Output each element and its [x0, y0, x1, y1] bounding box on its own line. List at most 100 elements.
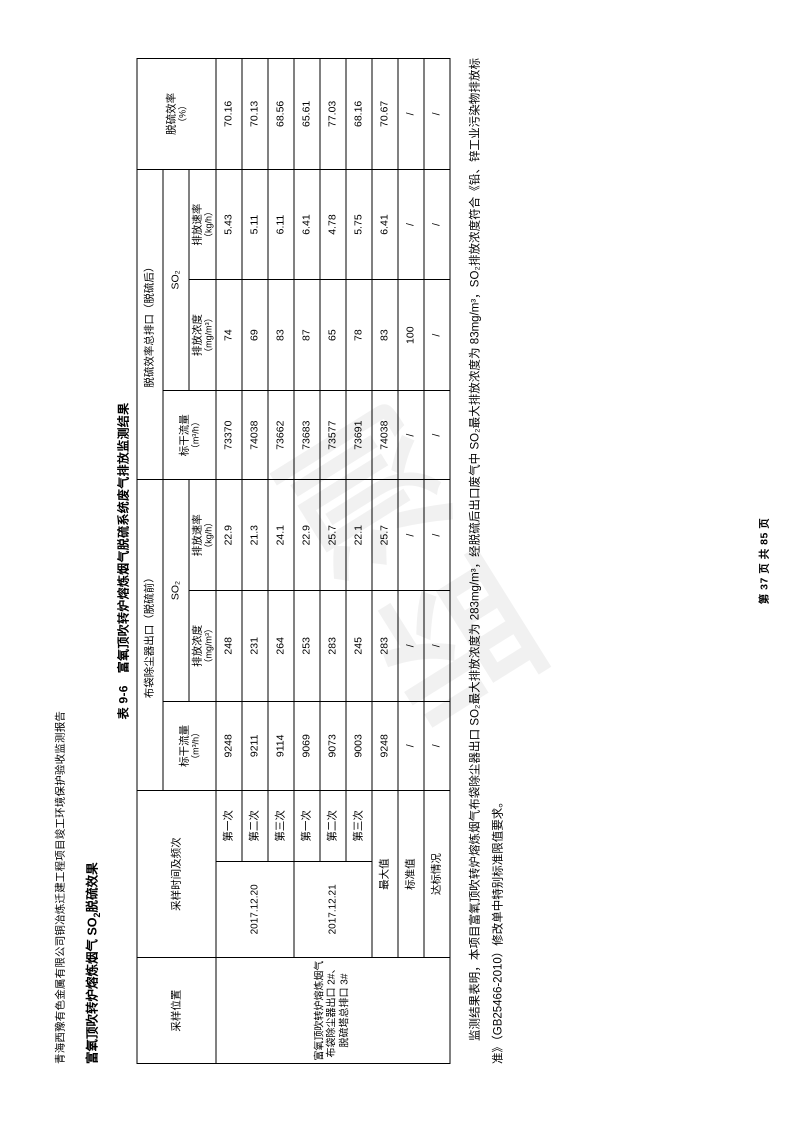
cell-flow-after: 73662 — [267, 390, 294, 480]
cell-rate-before: 21.3 — [241, 479, 268, 591]
th-efficiency-label: 脱硫效率 — [164, 92, 177, 135]
cell-conc-after: / — [423, 279, 450, 391]
cell-efficiency: 77.03 — [319, 58, 346, 170]
cell-flow-before: 9069 — [293, 701, 320, 791]
cell-flow-after: 74038 — [371, 390, 398, 480]
cell-flow-before: / — [423, 701, 450, 791]
cell-flow-after: 73370 — [215, 390, 242, 480]
th-conc-before: 排放浓度 （mg/m³） — [188, 590, 216, 702]
th-flow-before-label: 标干流量 — [177, 724, 190, 767]
th-datetime: 采样时间及频次 — [136, 790, 216, 958]
cell-flow-after: 73691 — [345, 390, 372, 480]
conclusion-line-1: 监测结果表明，本项目富氧顶吹转炉熔炼烟气布袋除尘器出口 SO₂最大排放浓度为 2… — [468, 370, 481, 1041]
cell-efficiency: / — [423, 58, 450, 170]
cell-conc-after: 83 — [371, 279, 398, 391]
cell-rate-after: / — [423, 169, 450, 280]
cell-flow-before: 9114 — [267, 701, 294, 791]
cell-conc-after: 100 — [397, 279, 424, 391]
cell-freq: 第二次 — [241, 790, 268, 862]
cell-efficiency: 70.67 — [371, 58, 398, 170]
cell-summary-label: 达标情况 — [423, 790, 450, 958]
cell-flow-before: / — [397, 701, 424, 791]
cell-summary-label: 标准值 — [397, 790, 424, 958]
cell-rate-before: 22.9 — [215, 479, 242, 591]
th-conc-before-label: 排放浓度 — [190, 624, 203, 667]
cell-flow-after: 73683 — [293, 390, 320, 480]
cell-conc-after: 83 — [267, 279, 294, 391]
th-rate-after-label: 排放速率 — [190, 203, 203, 246]
cell-conc-before: 283 — [371, 590, 398, 702]
table-header-row-1: 采样位置 采样时间及频次 布袋除尘器出口（脱硫前） 脱硫效率总排口（脱硫后） 脱… — [136, 58, 216, 1064]
cell-conc-after: 69 — [241, 279, 268, 391]
th-flow-before: 标干流量 （m³/h） — [162, 701, 216, 791]
cell-rate-after: 5.11 — [241, 169, 268, 280]
cell-conc-after: 65 — [319, 279, 346, 391]
cell-rate-before: 24.1 — [267, 479, 294, 591]
section-heading: 富氧顶吹转炉熔炼烟气 SO2脱硫效果 — [81, 58, 102, 1064]
cell-efficiency: / — [397, 58, 424, 170]
th-conc-after-label: 排放浓度 — [190, 314, 203, 357]
cell-rate-before: / — [397, 479, 424, 591]
cell-rate-after: 4.78 — [319, 169, 346, 280]
cell-rate-after: 5.43 — [215, 169, 242, 280]
th-position: 采样位置 — [136, 957, 216, 1064]
cell-rate-before: 25.7 — [371, 479, 398, 591]
cell-summary-label: 最大值 — [371, 790, 398, 958]
cell-rate-before: / — [423, 479, 450, 591]
th-efficiency: 脱硫效率 （%） — [136, 58, 216, 170]
table-row: 富氧顶吹转炉熔炼烟气布袋除尘器出口 2#、脱硫塔总排口 3# 2017.12.2… — [215, 58, 450, 1064]
cell-conc-before: 231 — [241, 590, 268, 702]
table-row: 2017.12.21 第一次 9069 253 22.9 73683 87 6.… — [293, 58, 372, 1064]
cell-efficiency: 68.56 — [267, 58, 294, 170]
cell-rate-before: 22.9 — [293, 479, 320, 591]
cell-efficiency: 65.61 — [293, 58, 320, 170]
th-rate-before: 排放速率 （kg/h） — [188, 479, 216, 591]
table-row-summary-max: 最大值 9248 283 25.7 74038 83 6.41 70.67 — [371, 58, 398, 1064]
th-so2-before: SO₂ — [162, 479, 188, 702]
th-group-before: 布袋除尘器出口（脱硫前） — [136, 479, 162, 791]
th-conc-after: 排放浓度 （mg/m³） — [188, 279, 216, 391]
cell-rate-after: / — [397, 169, 424, 280]
section-heading-subscript: 2 — [91, 912, 102, 918]
th-so2-after: SO₂ — [162, 169, 188, 391]
cell-conc-after: 74 — [215, 279, 242, 391]
cell-conc-before: 283 — [319, 590, 346, 702]
cell-conc-after: 87 — [293, 279, 320, 391]
th-efficiency-unit: （%） — [176, 100, 187, 127]
cell-rate-after: 5.75 — [345, 169, 372, 280]
table-caption-number: 表 9-6 — [115, 685, 130, 720]
cell-flow-before: 9003 — [345, 701, 372, 791]
conclusion-paragraph: 监测结果表明，本项目富氧顶吹转炉熔炼烟气布袋除尘器出口 SO₂最大排放浓度为 2… — [464, 58, 510, 1064]
th-rate-after-unit: （kg/h） — [202, 207, 213, 243]
th-rate-before-unit: （kg/h） — [202, 517, 213, 553]
cell-conc-before: 264 — [267, 590, 294, 702]
cell-efficiency: 70.13 — [241, 58, 268, 170]
cell-rate-after: 6.11 — [267, 169, 294, 280]
cell-freq: 第二次 — [319, 790, 346, 862]
cell-freq: 第三次 — [345, 790, 372, 862]
cell-conc-before: 248 — [215, 590, 242, 702]
section-heading-tail: 脱硫效果 — [85, 862, 99, 913]
table-caption-title: 富氧顶吹转炉熔炼烟气脱硫系统废气排放监测结果 — [115, 402, 130, 674]
th-flow-after-label: 标干流量 — [177, 414, 190, 457]
cell-conc-before: / — [423, 590, 450, 702]
cell-rate-before: 22.1 — [345, 479, 372, 591]
th-conc-before-unit: （mg/m³） — [202, 624, 213, 668]
th-flow-after-unit: （m³/h） — [189, 417, 200, 454]
cell-rate-after: 6.41 — [293, 169, 320, 280]
cell-flow-before: 9073 — [319, 701, 346, 791]
cell-freq: 第一次 — [293, 790, 320, 862]
cell-date-2: 2017.12.21 — [293, 861, 372, 958]
cell-rate-before: 25.7 — [319, 479, 346, 591]
cell-flow-after: / — [423, 390, 450, 480]
th-flow-after: 标干流量 （m³/h） — [162, 390, 216, 480]
cell-flow-after: 73577 — [319, 390, 346, 480]
table-body: 富氧顶吹转炉熔炼烟气布袋除尘器出口 2#、脱硫塔总排口 3# 2017.12.2… — [215, 58, 450, 1064]
cell-efficiency: 68.16 — [345, 58, 372, 170]
cell-conc-before: / — [397, 590, 424, 702]
cell-conc-after: 78 — [345, 279, 372, 391]
cell-date-1: 2017.12.20 — [215, 861, 294, 958]
